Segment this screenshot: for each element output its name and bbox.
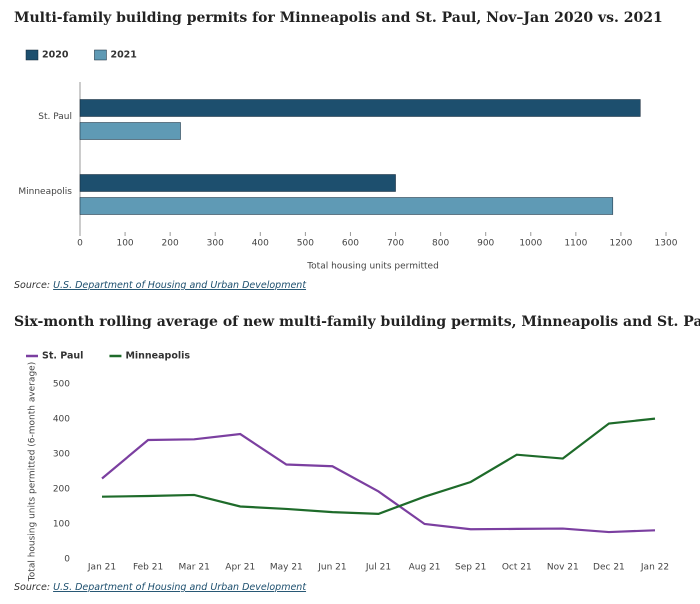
x-tick-label: Jan 22: [640, 563, 669, 573]
y-tick-label: 0: [64, 555, 70, 565]
x-tick-label: Apr 21: [225, 563, 255, 573]
x-tick-label: 1000: [519, 239, 542, 249]
x-tick-label: 1300: [655, 239, 678, 249]
x-tick-label: Feb 21: [133, 563, 163, 573]
x-tick-label: Dec 21: [593, 563, 625, 573]
x-tick-label: 300: [207, 239, 224, 249]
x-tick-label: Jun 21: [317, 563, 346, 573]
y-tick-label: 300: [53, 450, 70, 460]
legend-label: St. Paul: [42, 351, 83, 362]
x-tick-label: 500: [297, 239, 314, 249]
bar: [79, 122, 181, 140]
bar: [79, 99, 641, 117]
y-tick-label: 400: [53, 415, 70, 425]
legend-swatch: [94, 49, 107, 61]
x-tick-label: 100: [116, 239, 133, 249]
source-link[interactable]: U.S. Department of Housing and Urban Dev…: [53, 582, 307, 593]
legend-label: 2021: [110, 50, 136, 61]
bar: [79, 174, 396, 192]
legend-label: 2020: [42, 50, 69, 61]
x-tick-label: 200: [162, 239, 179, 249]
x-tick-label: 800: [432, 239, 449, 249]
source: Source: U.S. Department of Housing and U…: [14, 582, 307, 593]
legend-label: Minneapolis: [125, 351, 190, 362]
source: Source: U.S. Department of Housing and U…: [14, 280, 307, 291]
legend-swatch: [25, 49, 39, 61]
x-tick-label: 1100: [564, 239, 587, 249]
y-tick-label: 500: [53, 380, 70, 390]
x-axis-label: Total housing units permitted: [306, 262, 439, 272]
chart-title: Multi-family building permits for Minnea…: [14, 10, 663, 26]
y-tick-label: Minneapolis: [18, 187, 72, 197]
x-tick-label: Mar 21: [179, 563, 210, 573]
x-tick-label: Jan 21: [87, 563, 116, 573]
source-link[interactable]: U.S. Department of Housing and Urban Dev…: [53, 280, 307, 291]
x-tick-label: Aug 21: [409, 563, 441, 573]
x-tick-label: 900: [477, 239, 494, 249]
y-tick-label: 200: [53, 485, 70, 495]
x-tick-label: Oct 21: [502, 563, 532, 573]
x-tick-label: Jul 21: [365, 563, 391, 573]
chart-title: Six-month rolling average of new multi-f…: [14, 314, 700, 330]
x-tick-label: May 21: [270, 563, 303, 573]
x-tick-label: 1200: [609, 239, 632, 249]
y-tick-label: St. Paul: [38, 112, 72, 122]
source-label: Source:: [14, 582, 50, 593]
x-tick-label: 700: [387, 239, 404, 249]
x-tick-label: 0: [77, 239, 83, 249]
y-tick-label: 100: [53, 520, 70, 530]
x-tick-label: 600: [342, 239, 359, 249]
bar: [79, 197, 614, 215]
x-tick-label: Sep 21: [455, 563, 486, 573]
x-tick-label: 400: [252, 239, 269, 249]
line: [101, 432, 656, 534]
y-axis-label: Total housing units permitted (6-month a…: [28, 362, 38, 582]
source-label: Source:: [14, 280, 50, 291]
line: [101, 417, 656, 515]
x-tick-label: Nov 21: [547, 563, 579, 573]
